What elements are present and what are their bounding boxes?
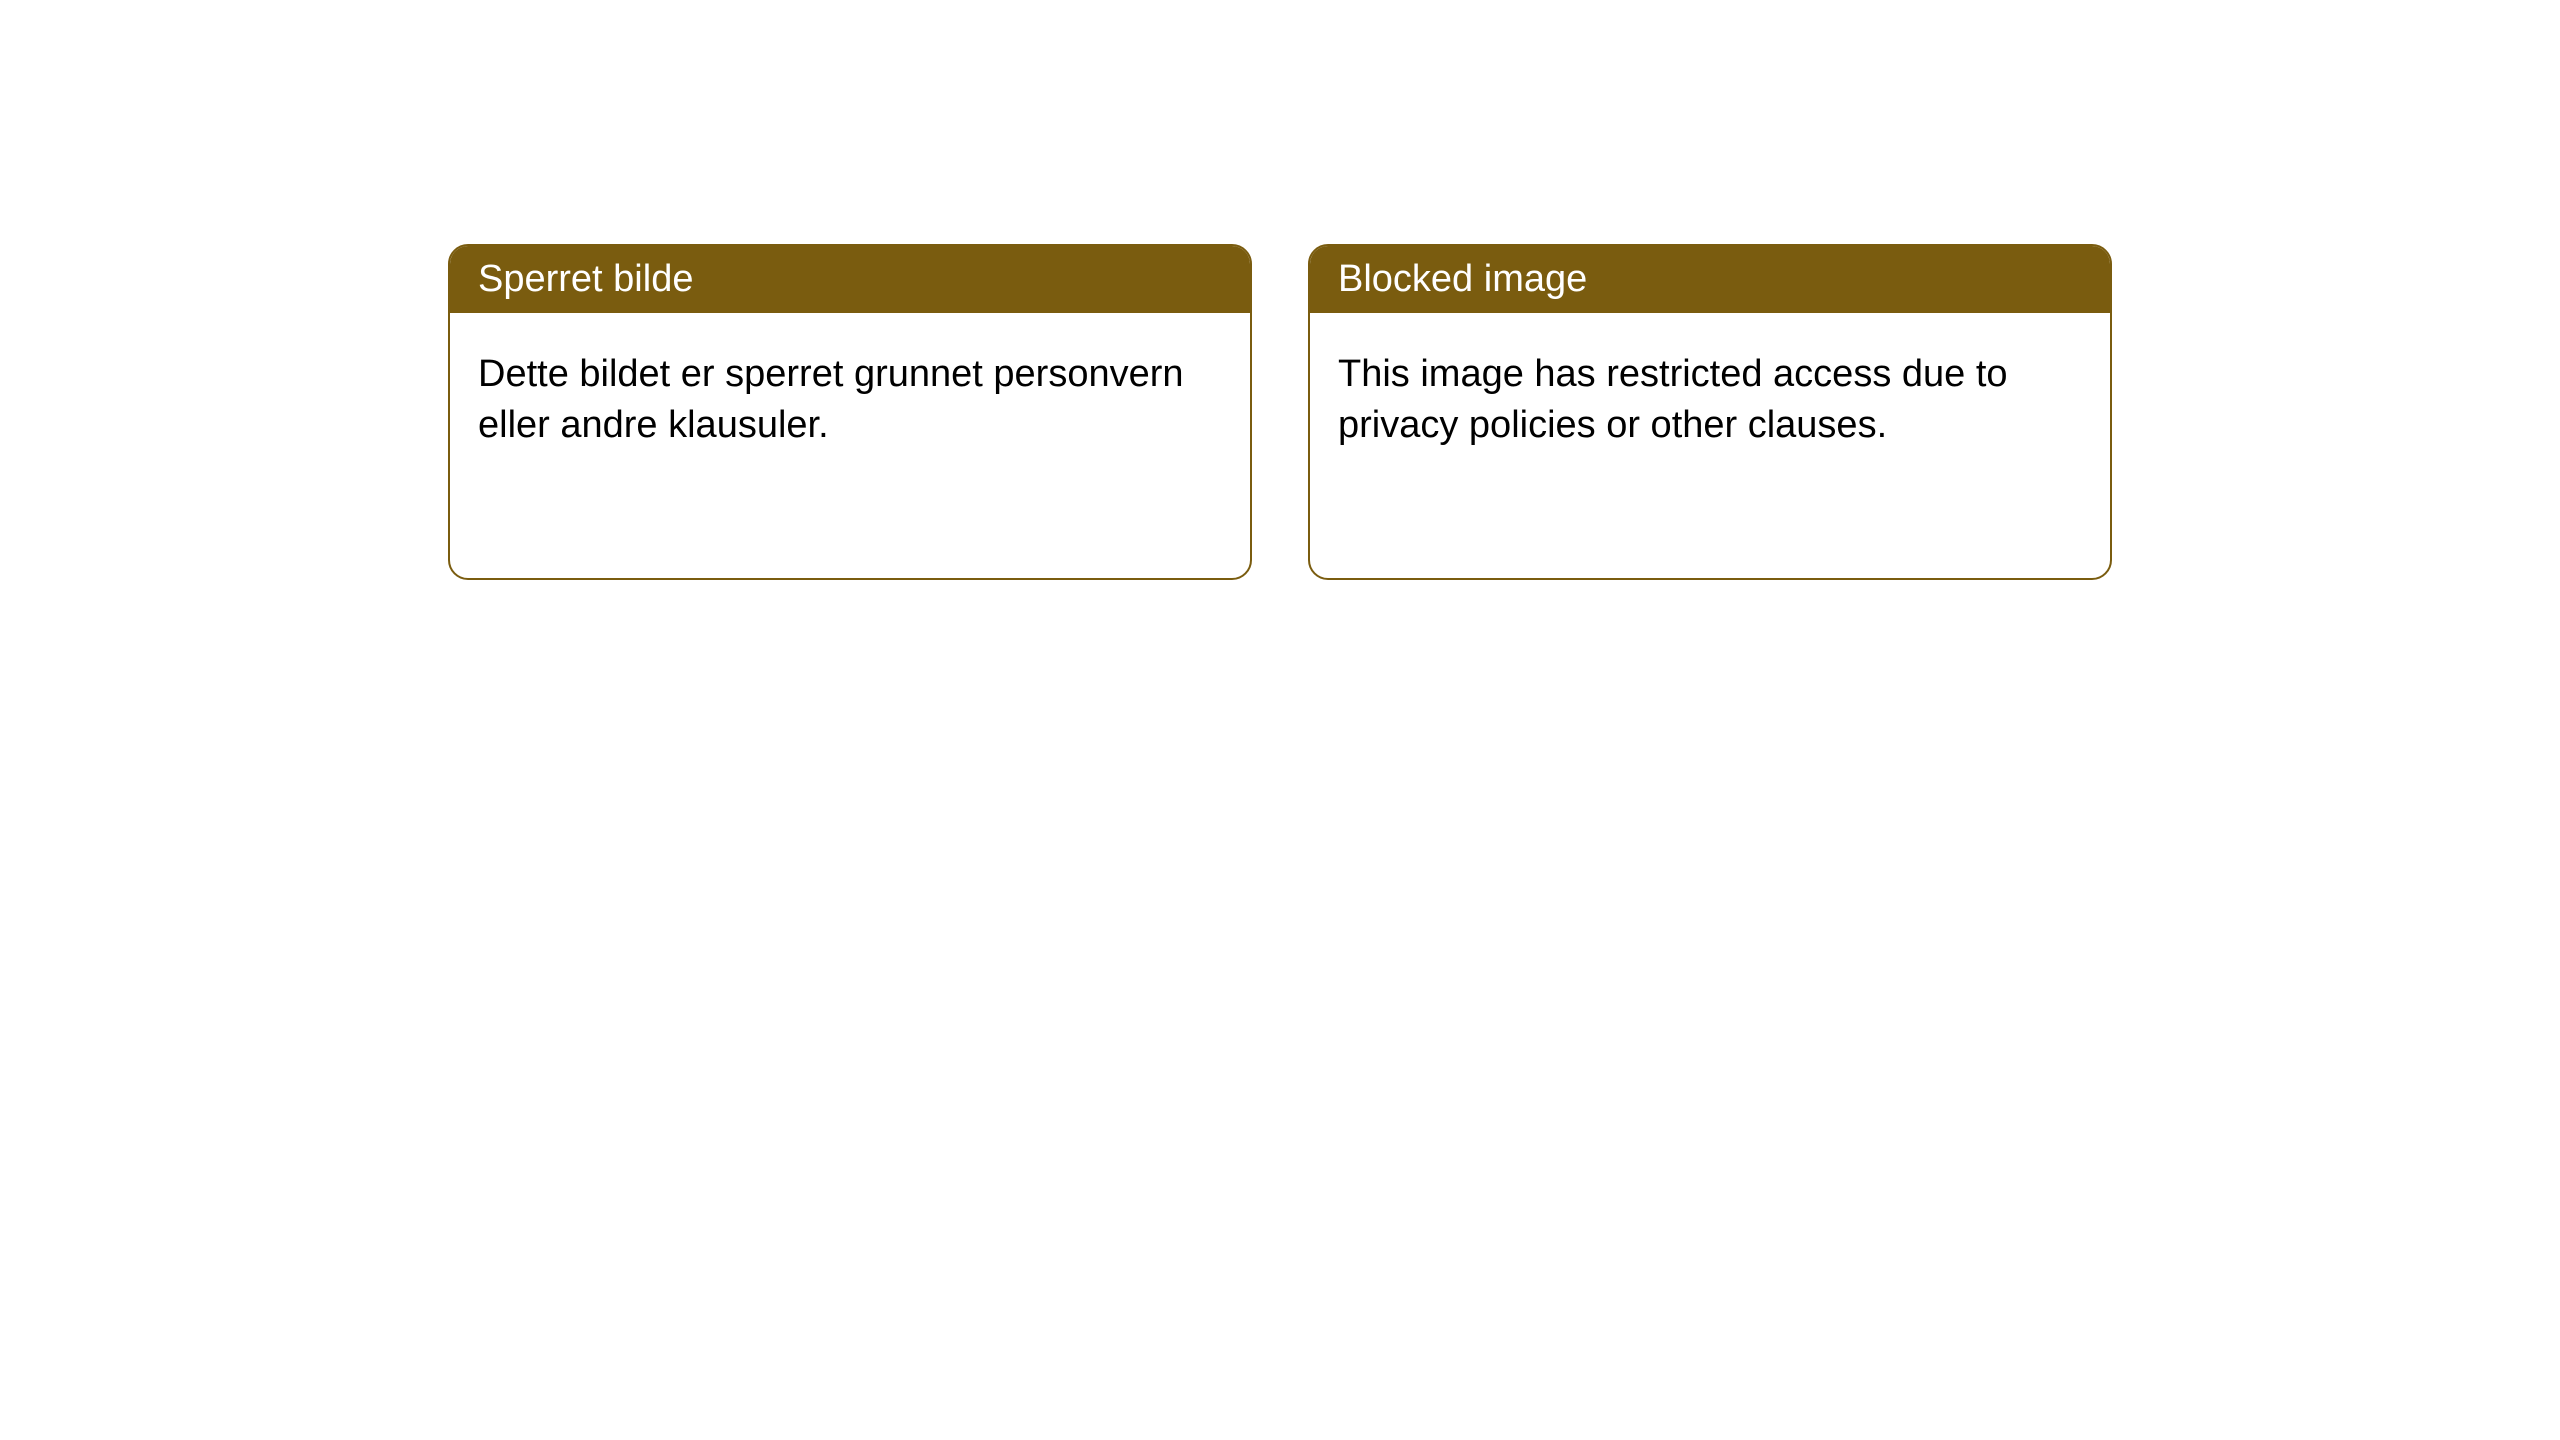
card-body: This image has restricted access due to … <box>1310 313 2110 488</box>
card-body-text: Dette bildet er sperret grunnet personve… <box>478 353 1184 446</box>
card-header: Sperret bilde <box>450 246 1250 313</box>
card-body: Dette bildet er sperret grunnet personve… <box>450 313 1250 488</box>
card-body-text: This image has restricted access due to … <box>1338 353 2008 446</box>
blocked-image-card-en: Blocked image This image has restricted … <box>1308 244 2112 580</box>
blocked-image-card-no: Sperret bilde Dette bildet er sperret gr… <box>448 244 1252 580</box>
card-title: Sperret bilde <box>478 258 693 300</box>
card-title: Blocked image <box>1338 258 1587 300</box>
notice-container: Sperret bilde Dette bildet er sperret gr… <box>0 0 2560 580</box>
card-header: Blocked image <box>1310 246 2110 313</box>
